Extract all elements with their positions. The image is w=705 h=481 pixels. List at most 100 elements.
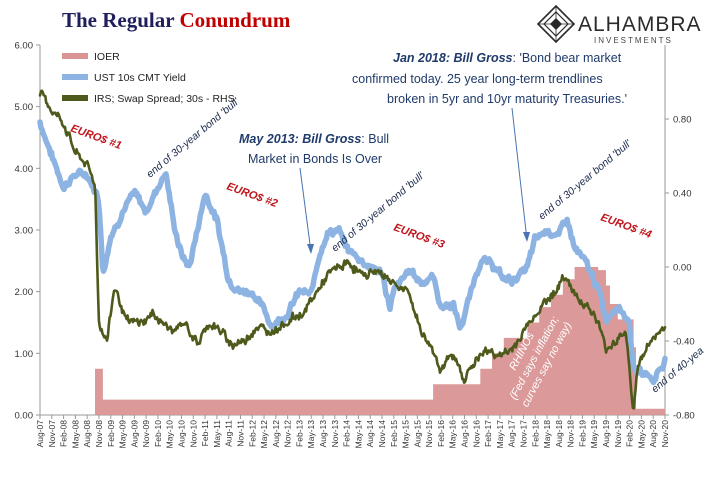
- x-tick-label: Aug-17: [507, 420, 517, 448]
- x-tick-label: Aug-20: [648, 420, 658, 448]
- annotation-gross-2013-line2: Market in Bonds Is Over: [248, 152, 382, 166]
- x-tick-label: Feb-17: [483, 420, 493, 447]
- x-tick-label: May-19: [589, 420, 599, 449]
- x-axis-ticks: Aug-07 Nov-07 Feb-08 May-08 Aug-08 Nov-08 Feb-…: [35, 415, 670, 448]
- x-tick-label: Aug-08: [82, 420, 92, 448]
- x-tick-label: Feb-10: [153, 420, 163, 447]
- title-part-1: The Regular: [62, 8, 179, 32]
- y-right-tick-label: -0.40: [673, 337, 695, 348]
- x-tick-label: Nov-08: [94, 420, 104, 448]
- left-axis-ticks: 6.00 5.00 4.00 3.00 2.00 1.00 0.00: [15, 41, 40, 422]
- x-tick-label: Nov-17: [518, 420, 528, 448]
- legend-irs-label: IRS; Swap Spread; 30s - RHS: [94, 93, 235, 105]
- series-ust-10s-line: [37, 119, 668, 386]
- title-part-2: Conundrum: [179, 8, 290, 32]
- legend-irs-swatch: [62, 95, 88, 101]
- x-tick-label: Aug-12: [271, 420, 281, 448]
- x-tick-label: Nov-15: [424, 420, 434, 448]
- x-tick-label: Feb-14: [342, 420, 352, 447]
- x-tick-label: Nov-12: [283, 420, 293, 448]
- logo-sub: INVESTMENTS: [594, 36, 673, 45]
- right-axis-ticks: 0.80 0.40 0.00 -0.40 -0.80: [665, 115, 695, 422]
- x-tick-label: May-20: [636, 420, 646, 449]
- y-left-tick-label: 2.00: [15, 287, 34, 298]
- annotation-gross-2013-arrow: [299, 167, 312, 253]
- annotation-euro-3: EURO$ #3: [392, 222, 446, 251]
- logo-emblem-icon: [536, 4, 576, 44]
- x-tick-label: Feb-08: [59, 420, 69, 447]
- x-tick-label: May-08: [70, 420, 80, 449]
- x-tick-label: Nov-20: [660, 420, 670, 448]
- series-irs-swap-spread-line: [38, 89, 667, 410]
- alhambra-logo: Alhambra INVESTMENTS: [536, 4, 702, 45]
- annotation-gross-2013-line1: May 2013: Bill Gross: Bull: [239, 132, 389, 146]
- annotation-bull-1: end of 30-year bond 'bull': [144, 95, 242, 180]
- annotation-gross-2018-line2: confirmed today. 25 year long-term trend…: [352, 72, 603, 86]
- annotation-gross-2013: May 2013: Bill Gross: Bull Market in Bon…: [239, 132, 389, 254]
- x-tick-label: Nov-19: [613, 420, 623, 448]
- x-tick-label: May-16: [448, 420, 458, 449]
- x-tick-label: Feb-15: [389, 420, 399, 447]
- x-tick-label: Feb-19: [577, 420, 587, 447]
- annotation-euro-2: EURO$ #2: [225, 181, 279, 210]
- arrow-head-icon: [523, 232, 530, 242]
- legend-ust-label: UST 10s CMT Yield: [94, 72, 186, 84]
- y-left-tick-label: 1.00: [15, 349, 34, 360]
- annotation-euro-1: EURO$ #1: [69, 123, 123, 152]
- annotation-bull-3: end of 30-year bond 'bull': [536, 137, 634, 222]
- x-tick-label: Aug-19: [601, 420, 611, 448]
- annotation-bull-2: end of 30-year bond 'bull': [329, 169, 427, 254]
- x-tick-label: Nov-10: [188, 420, 198, 448]
- y-right-tick-label: 0.80: [673, 115, 692, 126]
- y-left-tick-label: 6.00: [15, 41, 34, 52]
- annotation-gross-2018-arrow: [511, 107, 528, 241]
- x-tick-label: Aug-11: [224, 420, 234, 447]
- legend-ioer-swatch: [62, 53, 88, 59]
- x-tick-label: Aug-18: [554, 420, 564, 448]
- x-tick-label: Feb-09: [106, 420, 116, 447]
- y-left-tick-label: 4.00: [15, 164, 34, 175]
- y-right-tick-label: -0.80: [673, 411, 695, 422]
- y-left-tick-label: 0.00: [15, 411, 34, 422]
- legend-ioer-label: IOER: [94, 51, 120, 63]
- x-tick-label: Aug-09: [129, 420, 139, 448]
- x-tick-label: Nov-09: [141, 420, 151, 448]
- y-left-tick-label: 3.00: [15, 226, 34, 237]
- x-tick-label: Nov-07: [47, 420, 57, 448]
- x-tick-label: Nov-13: [330, 420, 340, 448]
- series-ioer-area: [95, 267, 665, 415]
- x-tick-label: May-14: [353, 420, 363, 449]
- x-tick-label: May-17: [495, 420, 505, 449]
- annotation-euro-4: EURO$ #4: [599, 212, 653, 241]
- x-tick-label: Feb-20: [625, 420, 635, 447]
- x-tick-label: Feb-12: [247, 420, 257, 447]
- x-tick-label: May-18: [542, 420, 552, 449]
- annotation-gross-2018-line3: broken in 5yr and 10yr maturity Treasuri…: [387, 92, 627, 106]
- annotation-gross-2018-line1: Jan 2018: Bill Gross: 'Bond bear market: [393, 51, 622, 65]
- x-tick-label: Nov-11: [235, 420, 245, 447]
- chart-title: The Regular Conundrum: [62, 8, 291, 32]
- x-tick-label: May-12: [259, 420, 269, 449]
- arrow-head-icon: [307, 244, 314, 254]
- legend-ust-swatch: [62, 74, 88, 80]
- x-tick-label: Feb-16: [436, 420, 446, 447]
- x-tick-label: Nov-16: [471, 420, 481, 448]
- logo-name: Alhambra: [578, 13, 702, 36]
- x-tick-label: May-09: [118, 420, 128, 449]
- x-tick-label: May-10: [165, 420, 175, 449]
- x-tick-label: Aug-15: [412, 420, 422, 448]
- x-tick-label: Feb-13: [294, 420, 304, 447]
- x-tick-label: Aug-13: [318, 420, 328, 448]
- x-tick-label: Aug-16: [460, 420, 470, 448]
- x-tick-label: Aug-07: [35, 420, 45, 448]
- x-tick-label: May-11: [212, 420, 222, 448]
- legend: IOER UST 10s CMT Yield IRS; Swap Spread;…: [62, 51, 235, 105]
- y-left-tick-label: 5.00: [15, 102, 34, 113]
- x-tick-label: Aug-10: [177, 420, 187, 448]
- x-tick-label: Feb-18: [530, 420, 540, 447]
- x-tick-label: May-13: [306, 420, 316, 449]
- x-tick-label: Aug-14: [365, 420, 375, 448]
- x-tick-label: Nov-18: [566, 420, 576, 448]
- y-right-tick-label: 0.00: [673, 263, 692, 274]
